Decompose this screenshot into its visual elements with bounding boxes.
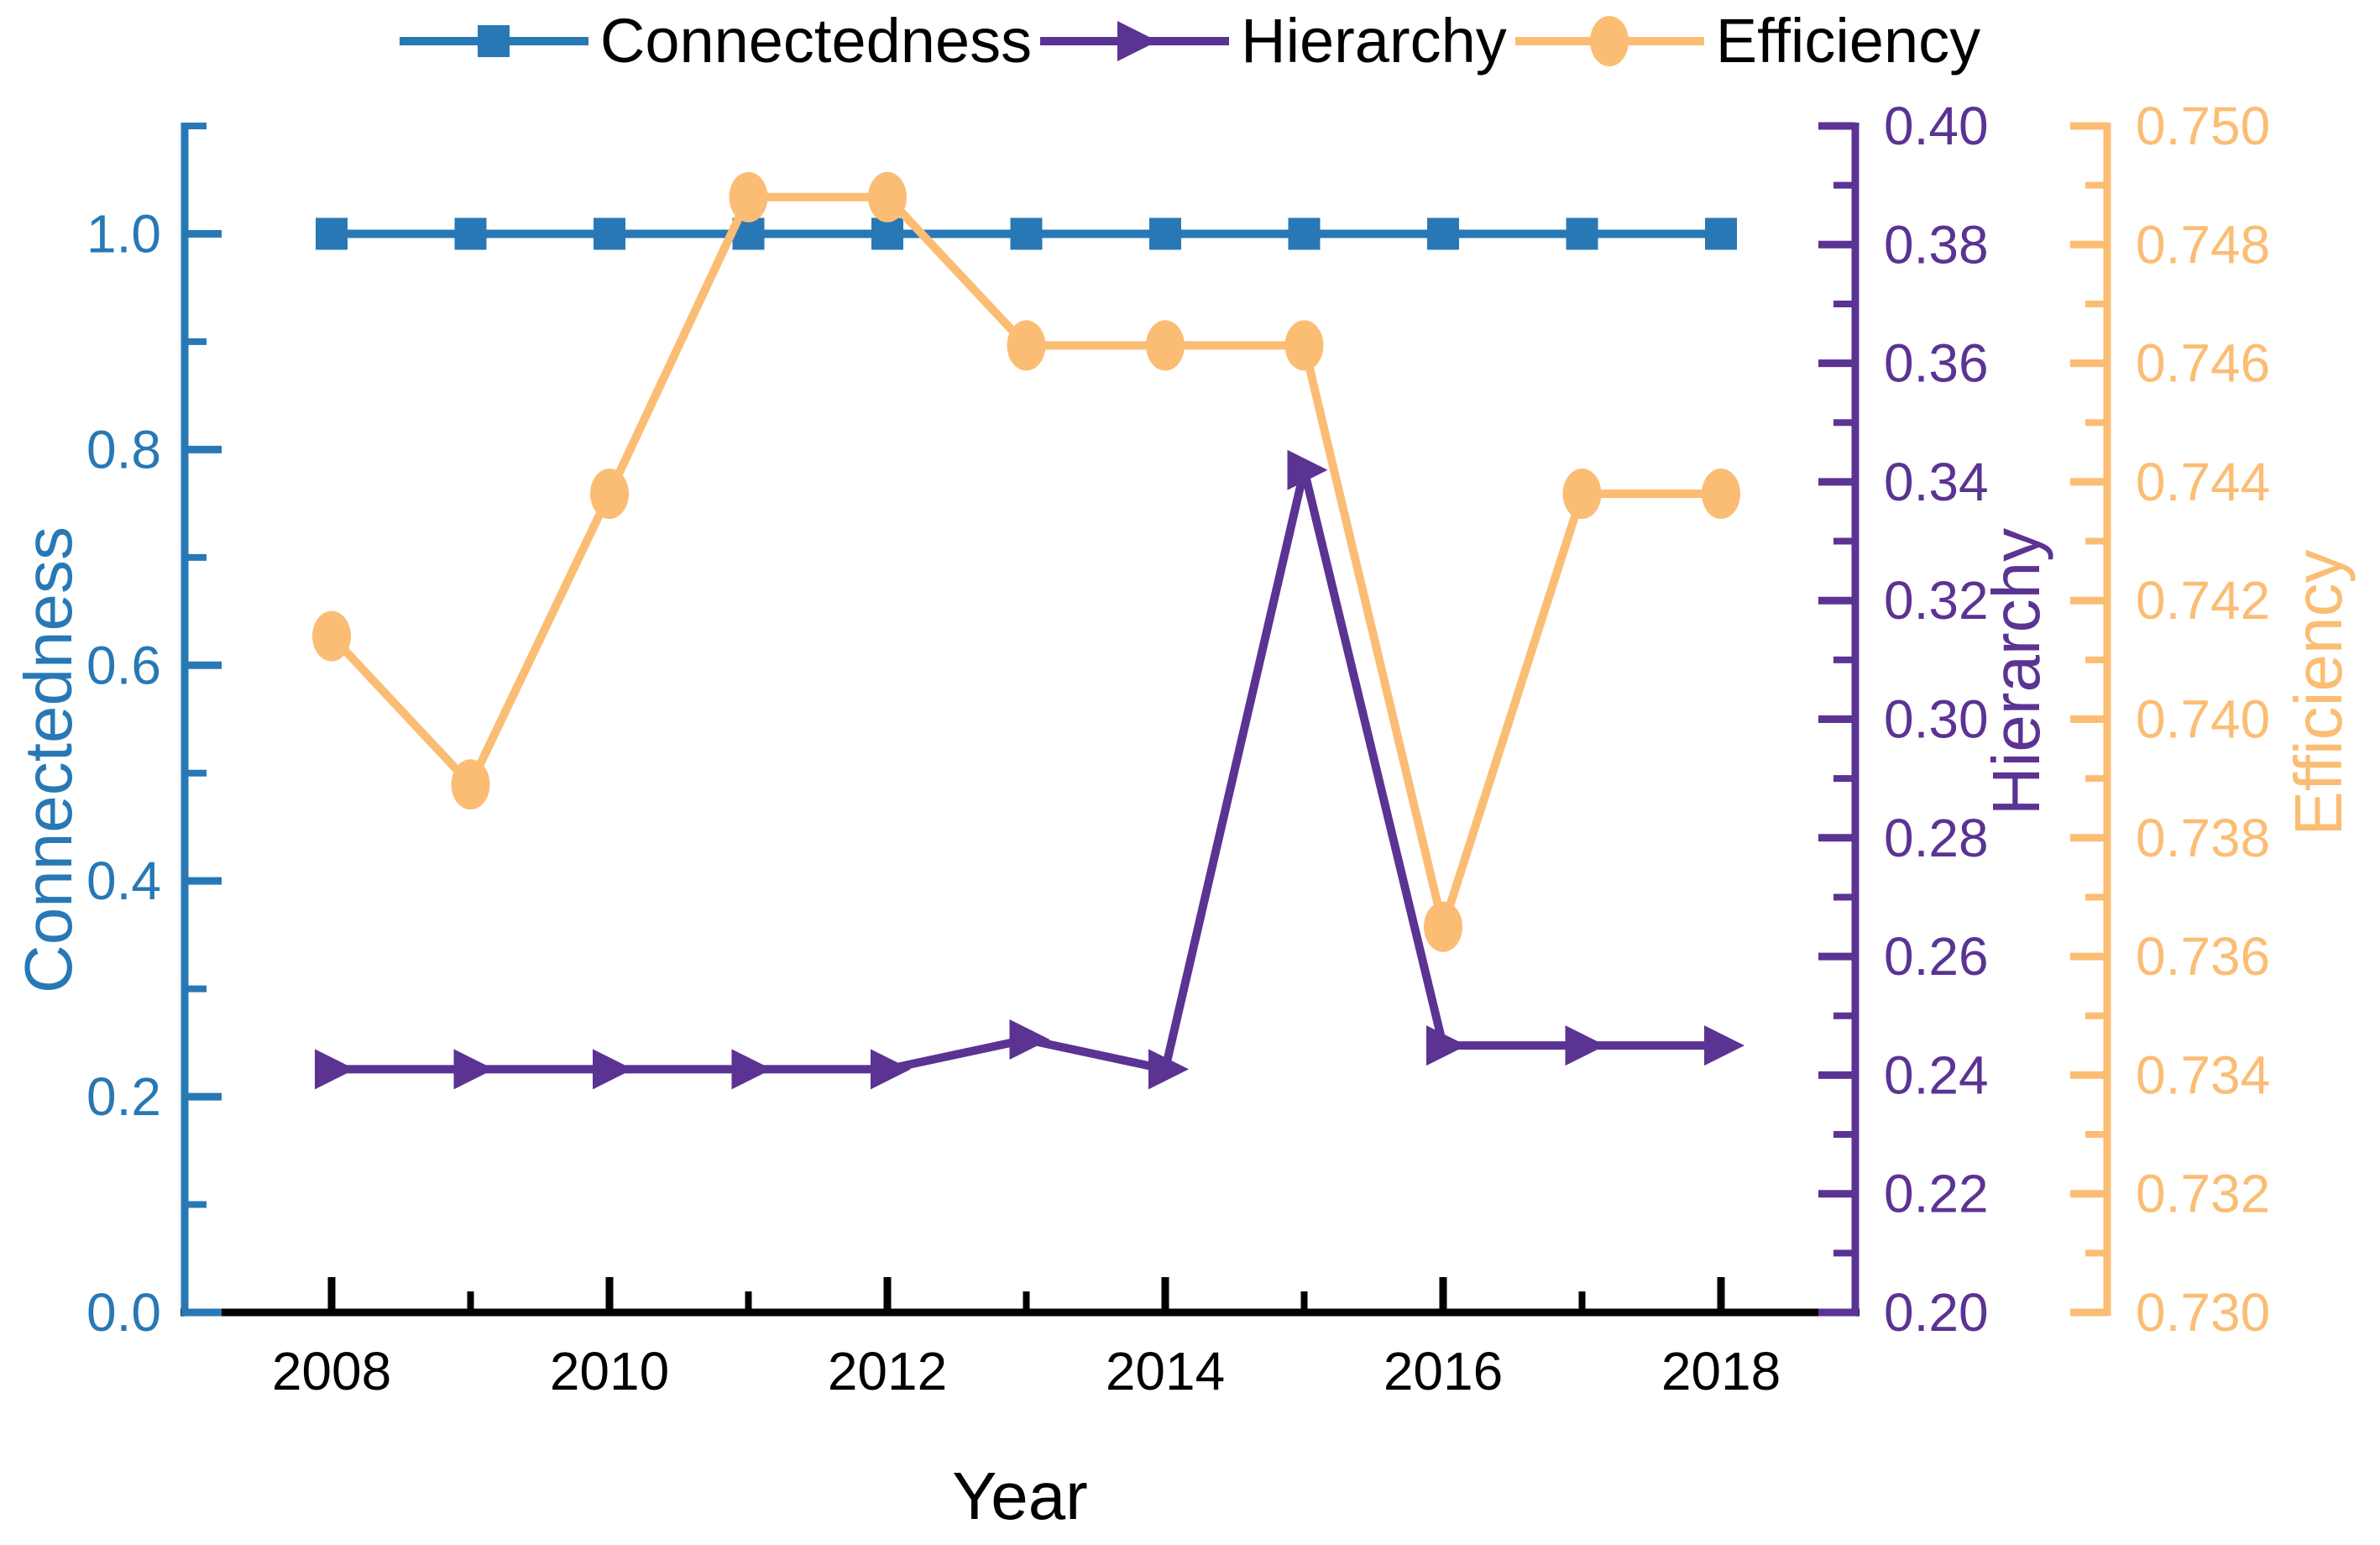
hierarchy-axis: 0.20 0.22 0.24 0.26 0.28 0.30 0.32 0.34 0.36 0.38… (1818, 96, 1989, 1343)
hierarchy-tick-label: 0.26 (1884, 926, 1989, 987)
data-point-marker (1148, 1049, 1189, 1090)
efficiency-tick-label: 0.730 (2136, 1282, 2270, 1343)
efficiency-tick-label: 0.746 (2136, 333, 2270, 394)
legend-marker (477, 24, 510, 57)
hierarchy-tick-label: 0.36 (1884, 333, 1989, 394)
hierarchy-tick-label: 0.38 (1884, 214, 1989, 275)
connectedness-tick-label: 0.4 (86, 851, 161, 911)
legend-marker (1117, 20, 1159, 61)
data-point-marker (1562, 469, 1602, 520)
connectedness-tick-label: 0.0 (86, 1282, 161, 1343)
data-point-marker (315, 1049, 355, 1090)
efficiency-tick-label: 0.732 (2136, 1164, 2270, 1224)
data-point-marker (1007, 320, 1046, 371)
x-tick-label: 2008 (272, 1341, 391, 1401)
legend-label-efficiency: Efficiency (1715, 6, 1981, 76)
data-point-marker (1427, 217, 1459, 250)
y-axis-title-hierarchy: Hierarchy (1979, 527, 2053, 816)
hierarchy-legend-marker-icon (1040, 20, 1230, 61)
efficiency-tick-label: 0.744 (2136, 452, 2270, 512)
data-point-marker (1287, 449, 1328, 490)
hierarchy-tick-label: 0.22 (1884, 1164, 1989, 1224)
efficiency-tick-label: 0.740 (2136, 689, 2270, 750)
hierarchy-tick-label: 0.24 (1884, 1045, 1989, 1105)
data-point-marker (868, 171, 907, 223)
hierarchy-tick-label: 0.28 (1884, 808, 1989, 868)
data-point-marker (731, 1049, 772, 1090)
data-point-marker (1565, 1025, 1606, 1066)
data-point-marker (1705, 217, 1737, 250)
data-point-marker (871, 1049, 911, 1090)
data-point-marker (477, 24, 510, 57)
y-axis-title-connectedness: Connectedness (11, 526, 86, 993)
series-hierarchy (315, 449, 1744, 1090)
data-point-marker (451, 759, 490, 810)
legend-label-hierarchy: Hierarchy (1241, 6, 1507, 76)
data-point-marker (594, 217, 625, 250)
legend: Connectedness Hierarchy Efficiency (0, 5, 2380, 76)
x-axis: 2008 2010 2012 2014 2016 2018 (180, 1277, 1860, 1401)
efficiency-tick-label: 0.748 (2136, 214, 2270, 275)
data-point-marker (1702, 469, 1740, 520)
series-efficiency (312, 171, 1740, 952)
efficiency-tick-label: 0.738 (2136, 808, 2270, 868)
data-point-marker (590, 469, 629, 520)
connectedness-tick-label: 0.8 (86, 419, 161, 479)
data-point-marker (1009, 1019, 1050, 1061)
series-hierarchy-line (332, 469, 1721, 1075)
data-point-marker (453, 1049, 494, 1090)
data-point-marker (1117, 20, 1159, 61)
connectedness-tick-label: 1.0 (86, 203, 161, 264)
legend-item-hierarchy: Hierarchy (1040, 5, 1507, 76)
data-point-marker (1288, 217, 1321, 250)
efficiency-axis: 0.730 0.732 0.734 0.736 0.738 0.740 0.742 0.744… (2070, 96, 2270, 1343)
connectedness-legend-marker-icon (399, 24, 588, 57)
connectedness-tick-label: 0.2 (86, 1066, 161, 1127)
hierarchy-tick-label: 0.32 (1884, 570, 1989, 631)
data-point-marker (312, 610, 351, 662)
x-tick-label: 2018 (1661, 1341, 1781, 1401)
connectedness-tick-label: 0.6 (86, 635, 161, 695)
hierarchy-tick-label: 0.40 (1884, 96, 1989, 156)
data-point-marker (1149, 217, 1181, 250)
data-point-marker (1426, 1025, 1467, 1066)
data-point-marker (871, 217, 903, 250)
x-tick-label: 2014 (1106, 1341, 1225, 1401)
x-tick-label: 2010 (550, 1341, 669, 1401)
data-point-marker (1010, 217, 1043, 250)
efficiency-tick-label: 0.734 (2136, 1045, 2270, 1105)
legend-label-connectedness: Connectedness (599, 6, 1033, 76)
data-point-marker (316, 217, 348, 250)
hierarchy-tick-label: 0.34 (1884, 452, 1989, 512)
data-point-marker (1589, 15, 1629, 66)
series-connectedness (316, 217, 1737, 250)
x-tick-label: 2016 (1384, 1341, 1503, 1401)
data-point-marker (1424, 901, 1462, 952)
data-point-marker (1284, 320, 1324, 371)
data-point-marker (1566, 217, 1598, 250)
x-axis-title: Year (952, 1459, 1088, 1533)
y-axis-title-efficiency: Efficiency (2281, 549, 2356, 836)
legend-item-efficiency: Efficiency (1514, 5, 1981, 76)
hierarchy-tick-label: 0.20 (1884, 1282, 1989, 1343)
hierarchy-tick-label: 0.30 (1884, 689, 1989, 750)
efficiency-legend-marker-icon (1514, 15, 1704, 66)
efficiency-tick-label: 0.750 (2136, 96, 2270, 156)
x-tick-label: 2012 (828, 1341, 947, 1401)
legend-item-connectedness: Connectedness (399, 5, 1033, 76)
series-efficiency-line (328, 192, 1721, 943)
data-point-marker (729, 171, 768, 223)
efficiency-tick-label: 0.742 (2136, 570, 2270, 631)
data-point-marker (454, 217, 487, 250)
data-point-marker (593, 1049, 633, 1090)
legend-marker (1589, 15, 1629, 66)
efficiency-tick-label: 0.736 (2136, 926, 2270, 987)
data-point-marker (1704, 1025, 1744, 1066)
data-point-marker (1146, 320, 1185, 371)
connectedness-axis: 0.0 0.2 0.4 0.6 0.8 1.0 (86, 123, 222, 1343)
